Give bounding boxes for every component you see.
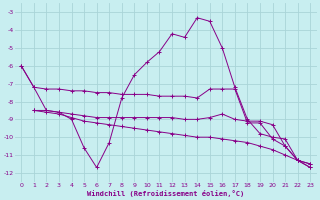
X-axis label: Windchill (Refroidissement éolien,°C): Windchill (Refroidissement éolien,°C) <box>87 190 244 197</box>
